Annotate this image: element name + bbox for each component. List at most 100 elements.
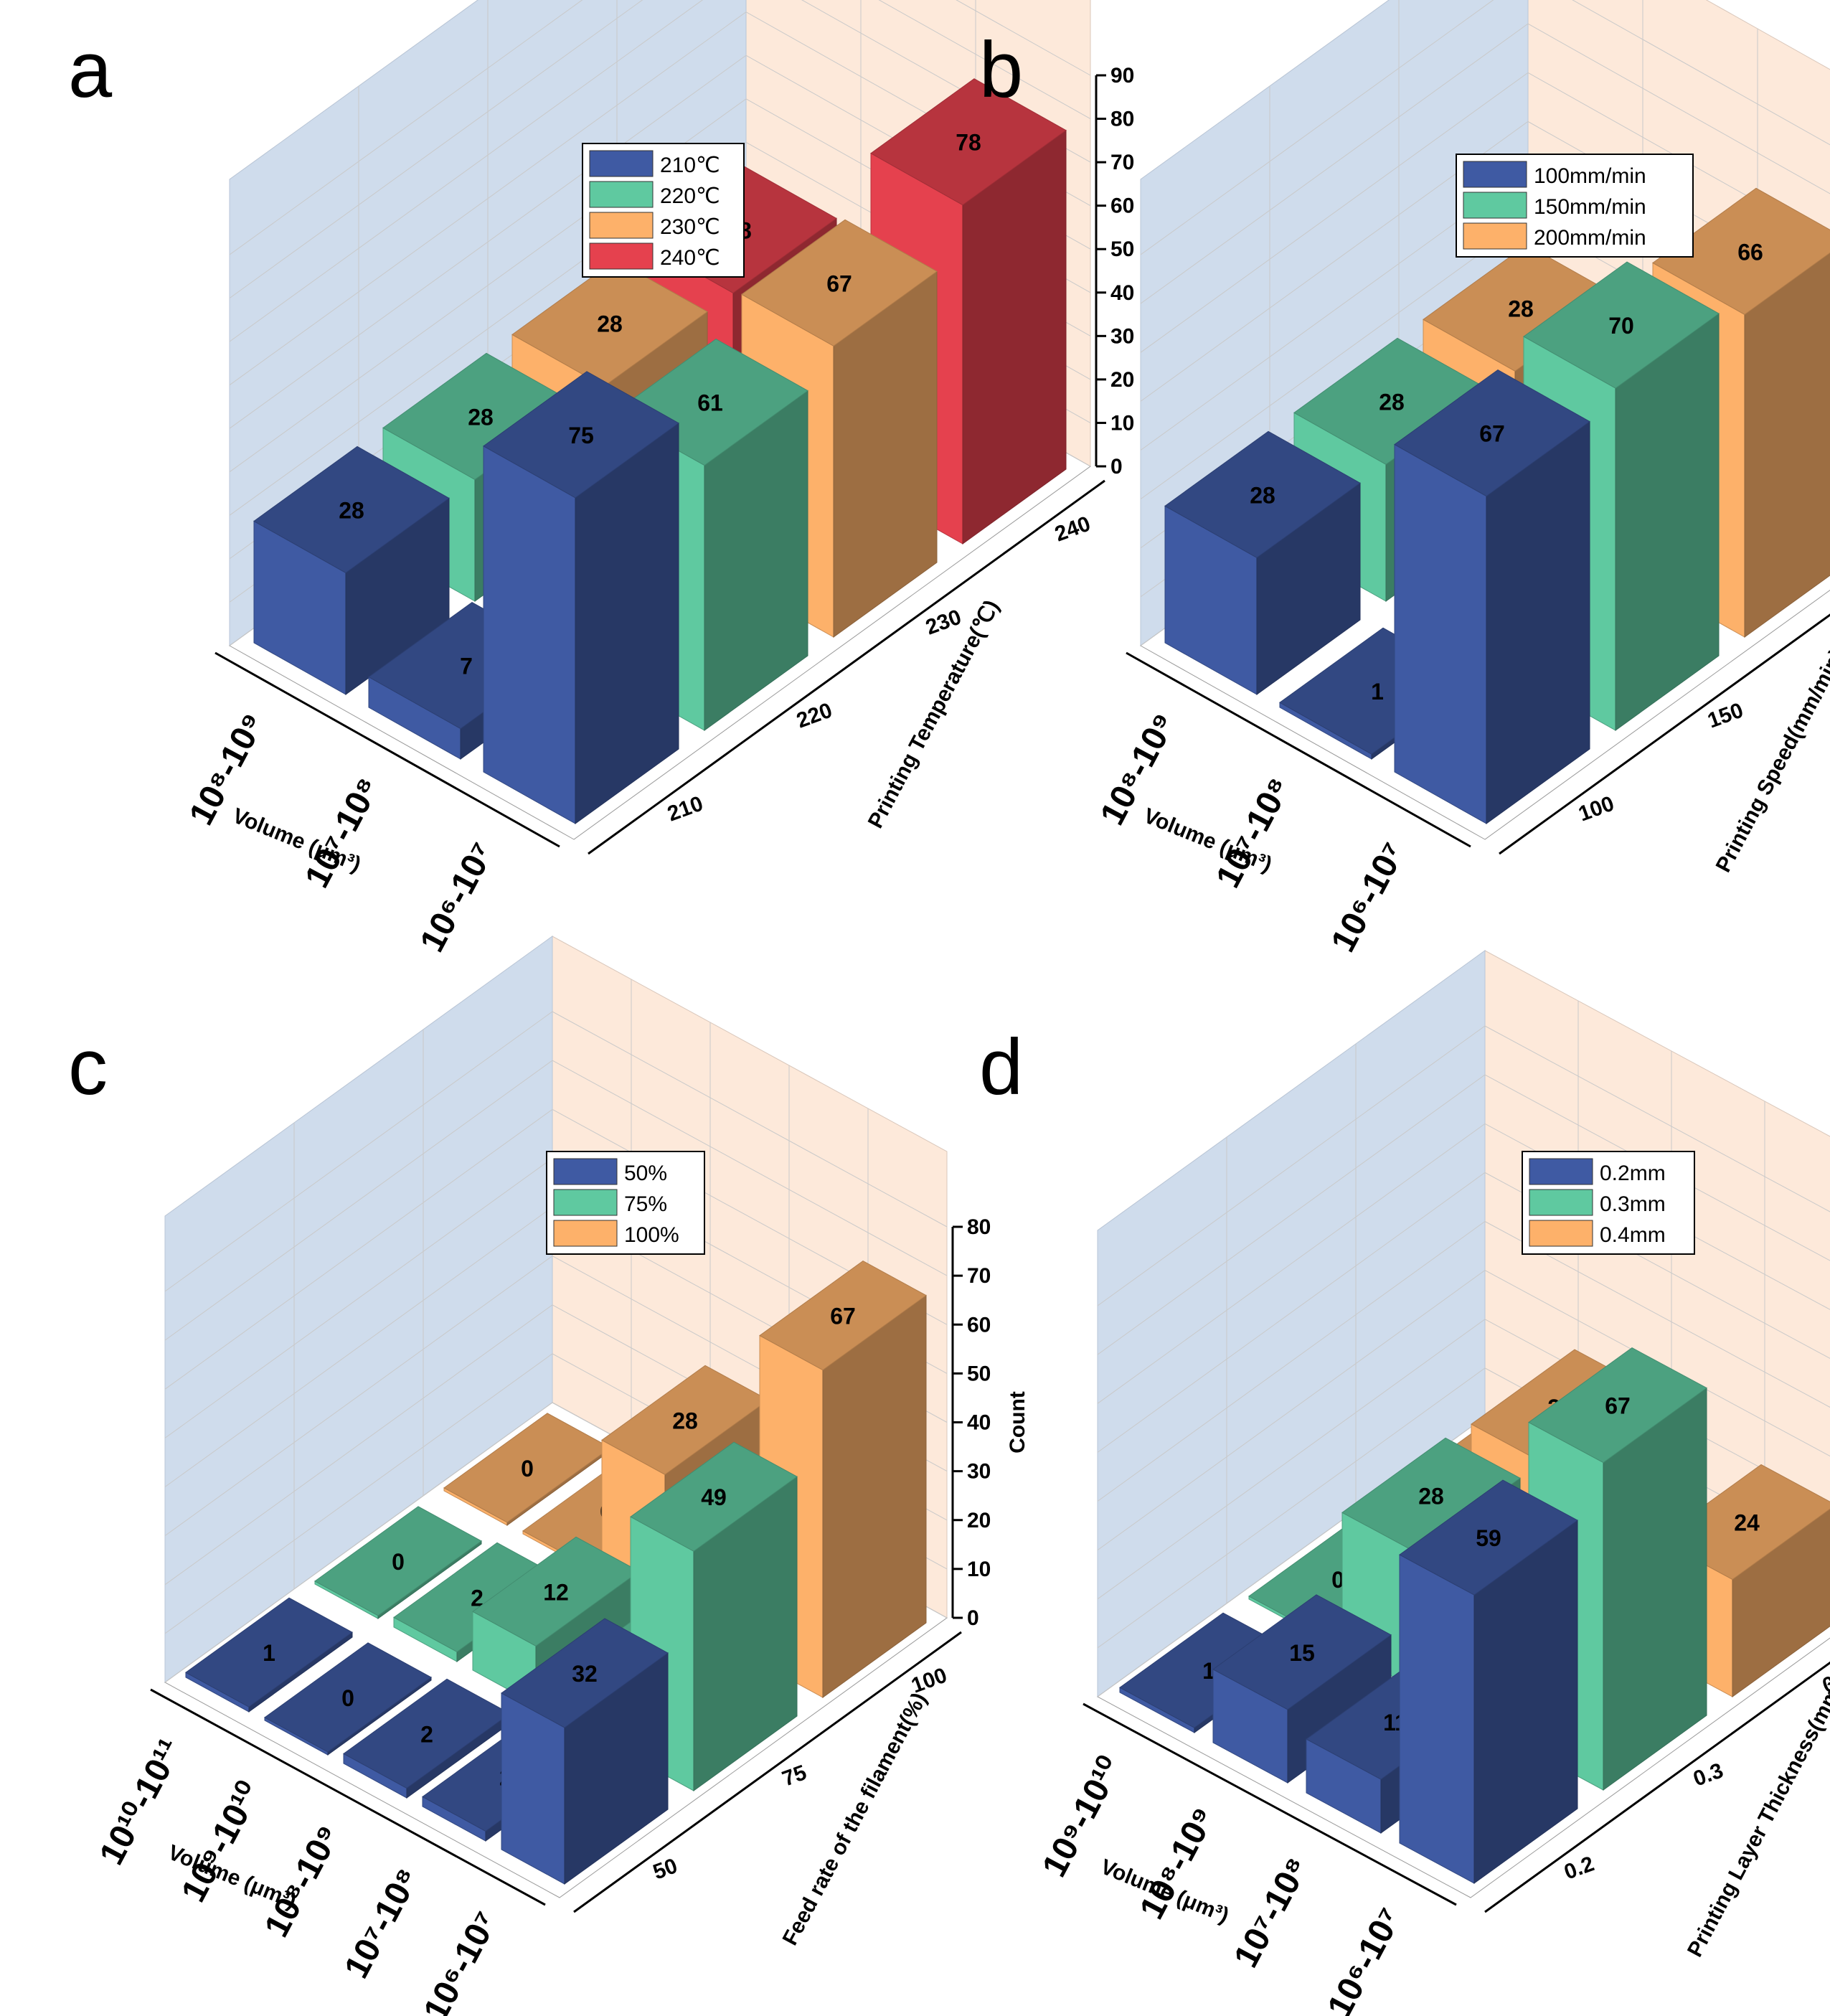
legend-swatch [1529,1189,1593,1216]
bar-value-label: 1 [263,1640,275,1666]
z-tick-label: 60 [967,1313,991,1337]
panel-letter: c [68,1023,108,1111]
bar-top-face [601,1365,769,1475]
depth-axis-line [588,479,1105,855]
bar-value-label: 70 [1608,313,1634,339]
bar-value-label: 67 [1605,1393,1631,1419]
legend-label: 100% [624,1223,679,1247]
bar-value-label: 0 [1331,1567,1344,1593]
legend-label: 210℃ [660,154,720,177]
bar-100mm/min-0: 67 [1394,369,1590,824]
bar-50%-4: 1 [185,1597,353,1713]
legend-swatch [1463,192,1527,219]
legend-swatch [589,242,654,270]
category-tick-label: 10⁶-10⁷ [417,1905,506,2016]
z-tick-label: 30 [1110,324,1134,348]
bar-value-label: 75 [568,423,594,448]
legend-label: 150mm/min [1534,195,1646,219]
bar-value-label: 1 [1202,1658,1215,1684]
bar-top-face [501,1618,669,1728]
z-tick-label: 50 [1110,237,1134,261]
bar-value-label: 28 [468,404,494,430]
depth-tick-label: 50 [650,1854,681,1884]
bar-value-label: 24 [1734,1510,1760,1536]
category-axis-line [214,651,560,848]
bar-value-label: 1 [1371,679,1384,705]
bar-100%-4: 0 [443,1413,611,1526]
bar-50%-3: 0 [264,1642,432,1756]
category-tick-label: 10⁷-10⁸ [337,1862,426,1984]
category-axis-line [150,1688,546,1906]
bar-100mm/min-2: 28 [1164,430,1361,695]
bar-top-face [870,78,1067,206]
bar-value-label: 61 [697,390,723,416]
z-tick-label: 80 [967,1215,991,1239]
depth-axis-title: Feed rate of the filament(%) [778,1689,932,1949]
z-tick-label: 30 [967,1460,991,1484]
bar-value-label: 28 [1250,482,1275,508]
bar-75%-4: 0 [314,1506,482,1619]
category-axis-line [1083,1702,1457,1906]
bar-50%-0: 32 [501,1618,669,1885]
bar-top-face [1523,261,1720,389]
bar-top-face [1212,1594,1392,1710]
bar-side-face [1744,252,1830,638]
legend-label: 75% [624,1192,667,1216]
bar-value-label: 78 [956,130,981,156]
bar-front-face [483,445,576,824]
legend-label: 0.4mm [1600,1223,1666,1247]
category-tick-label: 10⁶-10⁷ [1321,1901,1410,2016]
bar-value-label: 0 [341,1685,354,1711]
legend-swatch [553,1189,618,1216]
legend-swatch [1529,1220,1593,1247]
z-tick-label: 0 [1110,455,1123,479]
bar-value-label: 66 [1737,239,1763,265]
bar-value-label: 67 [826,270,852,296]
bar-top-face [343,1678,511,1789]
depth-tick-label: 240 [1052,512,1093,546]
bar-value-label: 0 [392,1549,405,1575]
bar-top-face [314,1506,482,1616]
legend: 210℃ 220℃ 230℃ 240℃ [582,143,745,278]
bar-top-face [1394,369,1590,497]
z-tick-label: 50 [967,1362,991,1385]
z-tick-label: 10 [967,1558,991,1581]
depth-axis-line [1484,1661,1830,1913]
panel-letter: a [68,26,113,114]
panel-d: 102712801512411675901020304050607080Coun… [979,950,1830,2016]
bar-front-face [1399,1554,1475,1884]
bar-top-face [1399,1479,1578,1596]
bar-side-face [1732,1508,1830,1697]
z-tick-label: 10 [1110,411,1134,435]
depth-tick-label: 0.3 [1690,1758,1726,1791]
legend-swatch [1463,222,1527,250]
legend-label: 200mm/min [1534,226,1646,250]
bar-top-face [185,1597,353,1708]
category-tick-label: 10⁶-10⁷ [413,836,502,958]
legend-swatch [553,1220,618,1247]
bar-front-face [1394,443,1487,824]
legend-label: 50% [624,1162,667,1185]
depth-tick-label: 0.2 [1561,1852,1597,1884]
bar-210℃-2: 28 [253,446,450,695]
bar-top-face [1528,1347,1707,1464]
legend-swatch [589,212,654,239]
z-tick-label: 20 [967,1509,991,1532]
bar-value-label: 7 [460,654,473,679]
legend-label: 0.2mm [1600,1162,1666,1185]
legend-label: 0.3mm [1600,1192,1666,1216]
bar-value-label: 12 [543,1579,569,1605]
bar-50%-2: 2 [343,1678,511,1799]
depth-tick-label: 100 [1575,791,1617,826]
legend-label: 220℃ [660,184,720,208]
bar-value-label: 2 [420,1721,433,1747]
depth-tick-label: 220 [793,698,835,733]
z-tick-label: 60 [1110,194,1134,218]
legend-label: 230℃ [660,215,720,239]
z-tick-label: 0 [967,1606,979,1630]
bar-value-label: 28 [1418,1483,1444,1509]
bar-top-face [741,219,938,347]
bar-value-label: 67 [1479,421,1505,447]
